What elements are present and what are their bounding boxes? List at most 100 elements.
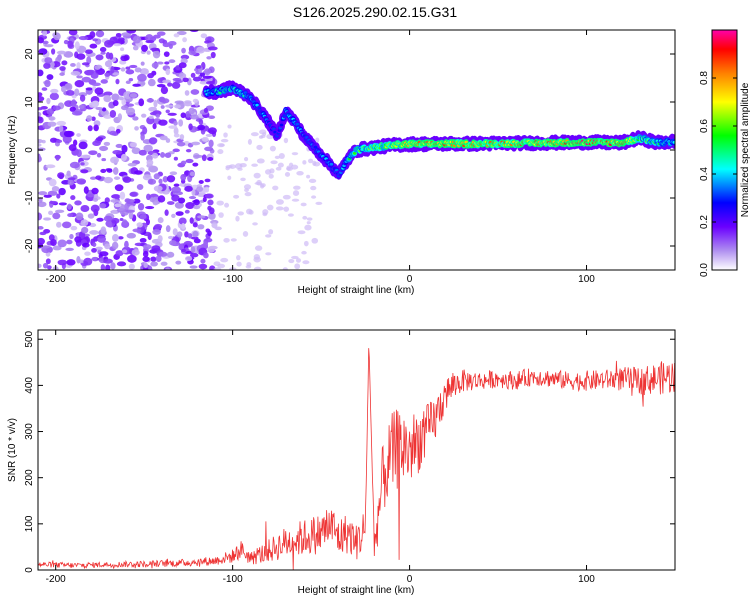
spectrogram-noise-blob [180,160,187,165]
spectrogram-noise-blob [134,126,139,131]
spectrogram-noise-blob [160,152,166,158]
spectrogram-noise-blob [80,169,89,174]
spectrogram-noise-blob [113,43,122,47]
spectrogram-noise-blob [64,100,74,108]
spectrogram-noise-blob [41,245,51,249]
spectrogram-noise-blob [81,226,89,234]
spectrogram-noise-blob [282,194,291,200]
spectrogram-noise-blob [131,147,141,155]
spectrogram-noise-blob [172,148,180,153]
spectrogram-noise-blob [252,222,258,226]
spectrogram-noise-blob [246,262,252,267]
spectrogram-noise-blob [91,248,97,253]
spectrogram-noise-blob [112,167,119,175]
spectrogram-noise-blob [38,107,44,111]
spectrogram-noise-blob [242,230,249,237]
spectrogram-noise-blob [165,267,171,270]
spectrogram-noise-blob [225,166,230,171]
spectrogram-noise-blob [128,77,134,82]
spectrogram-ridge-core [352,151,357,155]
spectrogram-noise-blob [111,209,118,214]
spectrogram-noise-blob [162,79,172,84]
spectrogram-noise-blob [71,99,77,108]
spectrogram-noise-blob [166,251,175,258]
spectrogram-noise-blob [41,87,48,91]
colorbar-gradient [712,30,737,270]
spectrogram-noise-blob [125,69,135,75]
spectrogram-noise-blob [74,88,80,97]
spectrogram-noise-blob [195,65,202,69]
spectrogram-noise-blob [133,198,141,204]
spectrogram-noise-blob [131,249,140,256]
snr-y-tick-label: 500 [24,330,35,347]
snr-y-tick-label: 100 [24,515,35,532]
spectrogram-noise-blob [167,82,173,87]
spectrogram-noise-blob [79,94,86,102]
spectrogram-noise-blob [121,98,127,106]
spectrogram-noise-blob [38,154,41,162]
spectrogram-noise-blob [104,197,110,204]
spectrogram-noise-blob [237,167,243,171]
spectrogram-noise-blob [288,258,295,264]
spectrogram-noise-blob [202,75,212,79]
spectrogram-noise-blob [114,203,122,208]
spectrogram-noise-blob [189,217,194,224]
spectrogram-noise-blob [315,201,323,206]
snr-x-tick-label: -100 [223,574,243,585]
spectrogram-noise-blob [233,194,240,199]
spectrogram-noise-blob [192,222,198,228]
spectrogram-noise-blob [152,201,159,206]
spectrogram-noise-blob [46,74,54,80]
spectrogram-noise-blob [84,251,91,256]
spectrogram-noise-blob [95,30,105,38]
spectrogram-noise-blob [139,237,147,243]
spectrogram-noise-blob [164,209,169,216]
spectrogram-noise-blob [203,252,209,259]
spectrogram-noise-blob [118,96,124,101]
spectrogram-noise-blob [38,201,47,208]
spectrogram-noise-blob [268,173,274,179]
colorbar-tick-label: 0.2 [699,215,710,229]
snr-x-label: Height of straight line (km) [298,585,415,596]
spectrogram-noise-blob [38,111,42,117]
spectrogram-noise-blob [84,49,93,54]
spectrogram-noise-blob [55,139,63,144]
spectrogram-noise-blob [190,114,199,120]
spectrogram-noise-blob [207,127,217,135]
spectrogram-noise-blob [200,258,206,264]
snr-y-tick-label: 0 [24,567,35,573]
spectrogram-noise-blob [91,187,99,195]
spectrogram-noise-blob [165,109,170,114]
spectrogram-noise-blob [208,139,214,148]
spectrogram-noise-blob [313,161,321,167]
spectrogram-noise-blob [189,171,195,177]
spectrogram-noise-blob [178,119,184,127]
spectrogram-noise-blob [50,88,59,94]
spectrogram-noise-blob [111,217,120,224]
spectrogram-noise-blob [248,210,254,215]
spectrogram-y-tick-label: -20 [24,238,35,253]
spectrogram-noise-blob [185,148,192,153]
spectrogram-noise-blob [201,154,207,162]
spectrogram-noise-blob [181,248,187,253]
spectrogram-noise-blob [68,30,78,36]
spectrogram-noise-blob [306,221,311,225]
colorbar-tick-label: 0.6 [699,119,710,133]
spectrogram-y-ticks: -20 -10 0 10 20 [24,48,675,253]
spectrogram-noise-blob [103,215,113,222]
spectrogram-noise-blob [51,185,60,192]
spectrogram-noise-blob [244,157,249,162]
spectrogram-noise-blob [169,240,177,246]
spectrogram-noise-blob [200,33,208,39]
spectrogram-noise-blob [67,203,72,210]
spectrogram-noise-blob [109,130,117,136]
spectrogram-noise-blob [61,60,68,66]
spectrogram-noise-blob [44,57,53,64]
spectrogram-noise-blob [95,175,102,180]
spectrogram-noise-blob [80,204,90,213]
spectrogram-noise-blob [86,69,96,74]
spectrogram-noise-blob [95,246,103,251]
spectrogram-noise-blob [57,239,67,248]
spectrogram-noise-blob [86,115,93,122]
snr-x-tick-label: 100 [578,574,595,585]
